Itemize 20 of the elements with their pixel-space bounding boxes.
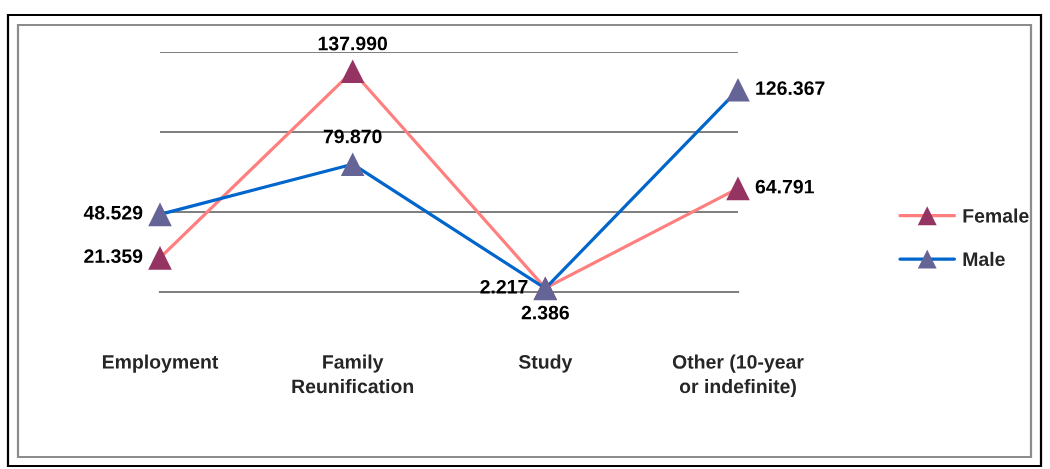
x-tick-label: Employment	[102, 354, 219, 373]
x-tick-label: Other (10-year or indefinite)	[672, 354, 804, 398]
data-label: 64.791	[755, 179, 814, 194]
data-label: 126.367	[756, 81, 825, 96]
point	[340, 152, 365, 177]
legend-label: Female	[963, 208, 1029, 223]
point	[726, 78, 750, 102]
legend-label: Male	[963, 251, 1005, 267]
data-label: 21.359	[84, 249, 143, 264]
point	[726, 176, 750, 201]
data-label: 2.386	[521, 305, 569, 320]
data-label: 137.990	[318, 36, 388, 51]
data-label: 48.529	[83, 205, 143, 220]
point	[148, 246, 172, 270]
x-tick-label: Family Reunification	[292, 354, 414, 394]
point	[148, 202, 172, 227]
x-tick-label: Study	[518, 354, 573, 373]
data-label: 2.217	[480, 279, 528, 294]
data-label: 79.870	[323, 129, 382, 144]
point	[340, 59, 365, 84]
